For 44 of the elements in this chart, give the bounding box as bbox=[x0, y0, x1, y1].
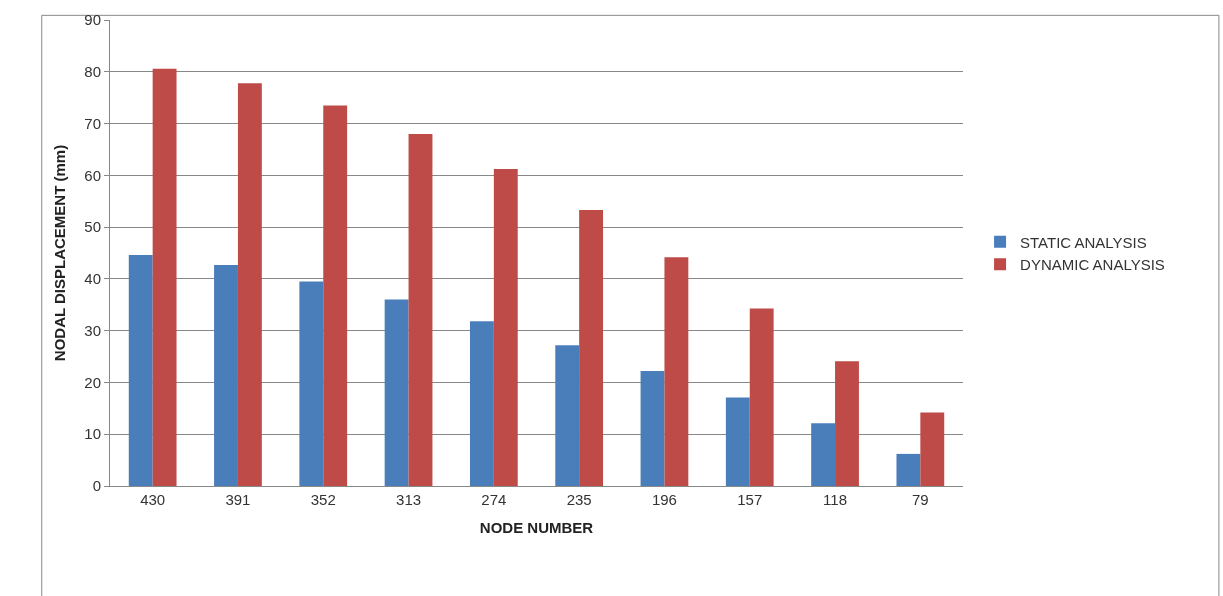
bar bbox=[579, 210, 604, 486]
x-tick-label: 79 bbox=[912, 491, 929, 508]
bar bbox=[152, 68, 177, 486]
bar bbox=[408, 133, 433, 486]
x-tick-label: 118 bbox=[823, 491, 848, 508]
bar bbox=[725, 397, 750, 486]
y-tick-label: 80 bbox=[84, 63, 101, 81]
x-tick-label: 274 bbox=[481, 491, 507, 508]
bar bbox=[214, 264, 238, 486]
bar bbox=[299, 281, 324, 486]
bar bbox=[896, 453, 921, 486]
y-tick-label: 30 bbox=[84, 321, 101, 339]
bar bbox=[664, 257, 689, 486]
bar bbox=[237, 83, 262, 486]
x-tick-label: 313 bbox=[396, 491, 422, 508]
bar bbox=[811, 423, 836, 486]
x-tick-label: 196 bbox=[651, 491, 677, 508]
y-tick-label: 10 bbox=[84, 425, 101, 443]
y-tick-label: 20 bbox=[84, 373, 101, 391]
bar bbox=[920, 412, 945, 486]
y-axis-title: NODAL DISPLACEMENT (mm) bbox=[50, 144, 68, 362]
y-tick-label: 70 bbox=[84, 114, 101, 132]
y-tick-label: 0 bbox=[92, 477, 101, 495]
bar bbox=[555, 345, 580, 486]
y-tick-label: 60 bbox=[84, 166, 101, 184]
y-tick-label: 40 bbox=[84, 270, 101, 288]
x-axis-title: NODE NUMBER bbox=[479, 519, 594, 536]
y-tick-label: 90 bbox=[84, 11, 101, 29]
bar bbox=[128, 255, 153, 486]
x-tick-label: 157 bbox=[737, 491, 763, 508]
legend-label: DYNAMIC ANALYSIS bbox=[1020, 256, 1165, 274]
bar bbox=[469, 321, 494, 486]
x-tick-label: 235 bbox=[566, 491, 592, 508]
bar bbox=[835, 361, 859, 486]
x-tick-label: 391 bbox=[225, 491, 251, 508]
x-tick-label: 352 bbox=[310, 491, 336, 508]
legend-label: STATIC ANALYSIS bbox=[1020, 233, 1147, 251]
bar bbox=[384, 299, 409, 486]
y-tick-label: 50 bbox=[84, 218, 101, 236]
bar bbox=[640, 371, 665, 486]
bar bbox=[323, 105, 348, 486]
bar bbox=[493, 169, 518, 486]
bar bbox=[749, 308, 774, 486]
x-tick-label: 430 bbox=[140, 491, 166, 508]
